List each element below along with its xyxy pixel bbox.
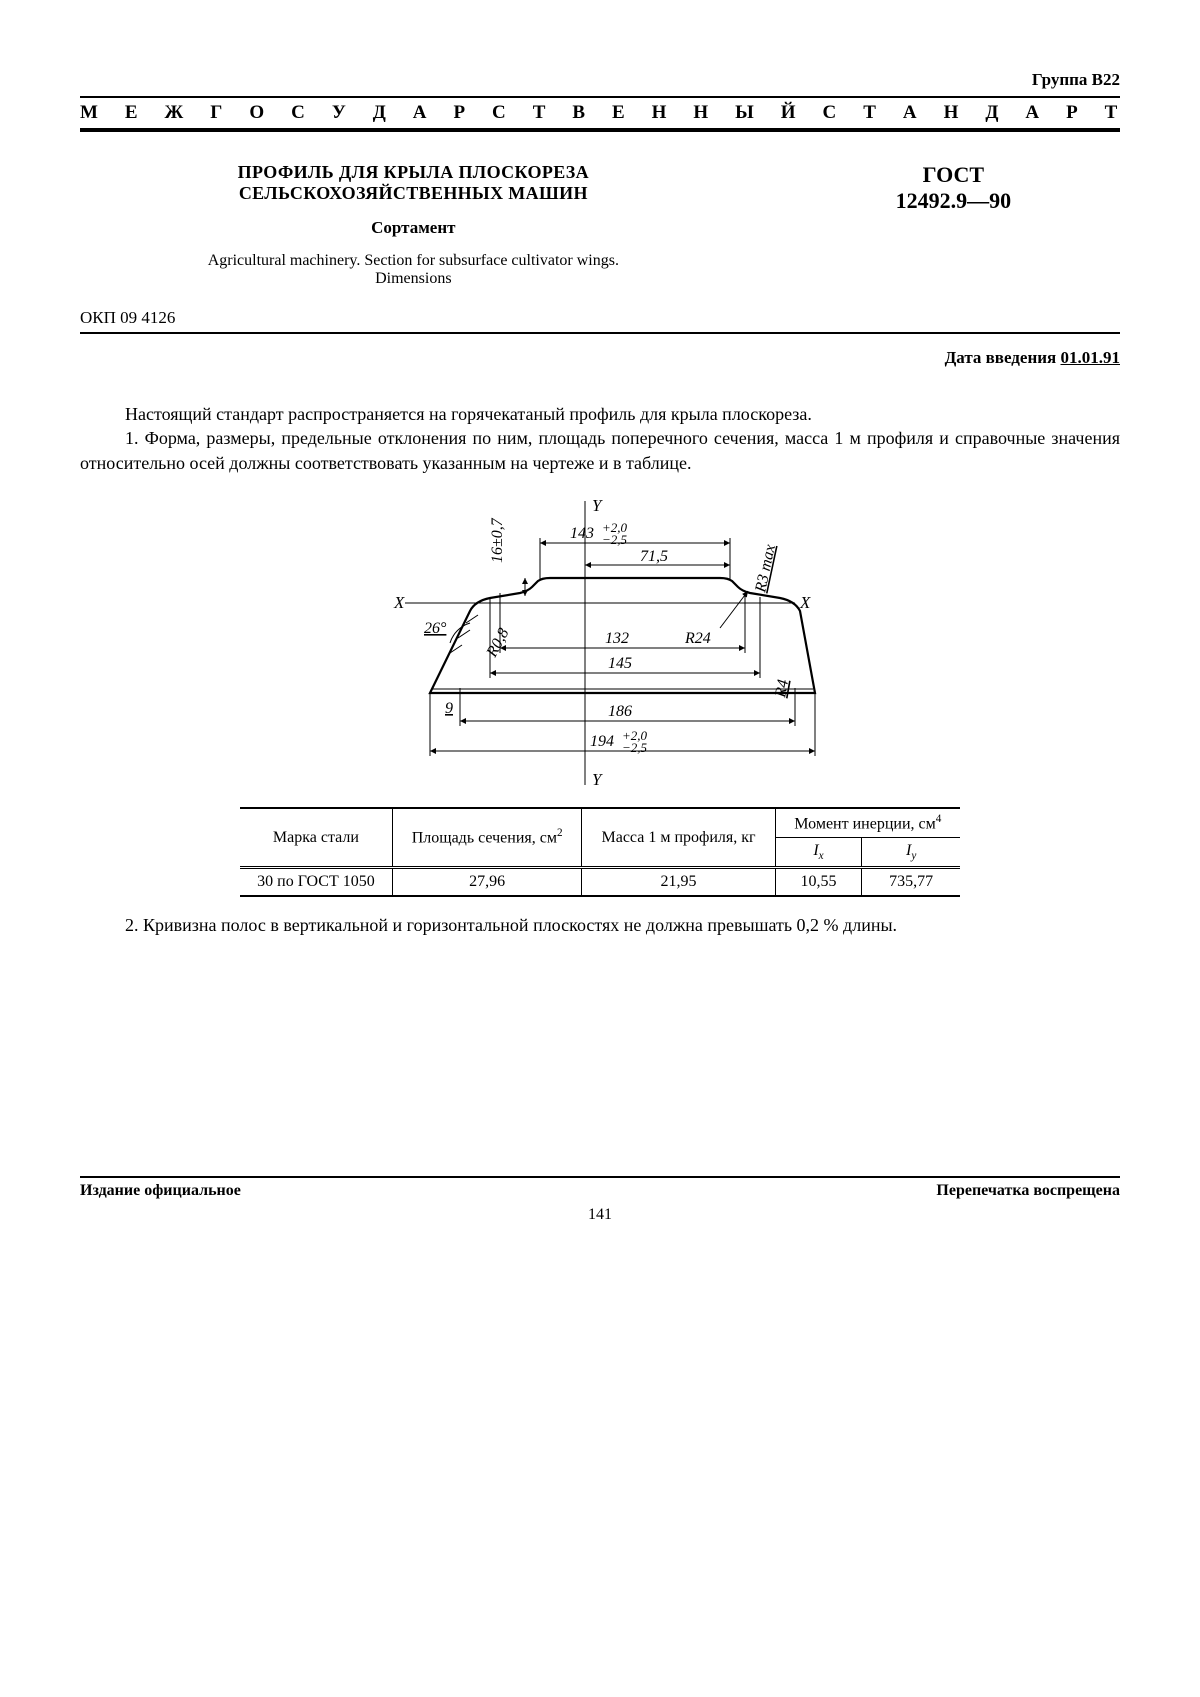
paragraph-1: 1. Форма, размеры, предельные отклонения… — [80, 426, 1120, 475]
intro-paragraph: Настоящий стандарт распространяется на г… — [80, 402, 1120, 426]
gost-number: 12492.9—90 — [787, 188, 1120, 214]
banner-heading: М Е Ж Г О С У Д А Р С Т В Е Н Н Ы Й С Т … — [80, 96, 1120, 132]
date-value: 01.01.91 — [1061, 348, 1121, 367]
dim-r3: R3 max — [752, 543, 779, 595]
axis-y-bot: Y — [592, 770, 603, 789]
diagram-container: Y Y X X 143 +2,0 −2,5 71,5 16±0,7 26° — [80, 493, 1120, 793]
footer-right: Перепечатка воспрещена — [936, 1182, 1120, 1200]
gost-label: ГОСТ — [787, 162, 1120, 188]
paragraph-2: 2. Кривизна полос в вертикальной и гориз… — [80, 915, 1120, 936]
th-iy: Iy — [862, 838, 960, 868]
title-ru-line1: ПРОФИЛЬ ДЛЯ КРЫЛА ПЛОСКОРЕЗА — [80, 162, 747, 183]
data-table: Марка стали Площадь сечения, см2 Масса 1… — [240, 807, 960, 898]
group-label: Группа В22 — [80, 70, 1120, 90]
footer-rule — [80, 1176, 1120, 1178]
profile-diagram: Y Y X X 143 +2,0 −2,5 71,5 16±0,7 26° — [350, 493, 850, 793]
gost-column: ГОСТ 12492.9—90 — [787, 162, 1120, 214]
date-row: Дата введения 01.01.91 — [80, 348, 1120, 368]
header-block: ПРОФИЛЬ ДЛЯ КРЫЛА ПЛОСКОРЕЗА СЕЛЬСКОХОЗЯ… — [80, 162, 1120, 288]
dim-angle: 26° — [424, 620, 447, 637]
dim-top-width: 143 — [570, 525, 594, 542]
dim-edge: 9 — [445, 700, 453, 717]
dim-186: 186 — [608, 703, 632, 720]
subtitle: Сортамент — [80, 218, 747, 238]
footer: Издание официальное Перепечатка воспреще… — [80, 1182, 1120, 1200]
th-moment: Момент инерции, см4 — [775, 808, 960, 838]
dim-r24: R24 — [684, 630, 711, 647]
footer-left: Издание официальное — [80, 1182, 241, 1200]
dim-half: 71,5 — [640, 548, 668, 565]
dim-top-tol-dn: −2,5 — [602, 532, 628, 547]
dim-r08: R0,8 — [483, 625, 512, 660]
dim-height: 16±0,7 — [489, 517, 506, 563]
dim-194-tol-dn: −2,5 — [622, 740, 648, 755]
th-steel: Марка стали — [240, 808, 392, 868]
page-number: 141 — [80, 1206, 1120, 1224]
dim-132: 132 — [605, 630, 629, 647]
th-mass: Масса 1 м профиля, кг — [582, 808, 775, 868]
th-ix: Ix — [775, 838, 862, 868]
title-en-line1: Agricultural machinery. Section for subs… — [80, 252, 747, 270]
cell-mass: 21,95 — [582, 868, 775, 897]
dim-r4: R4 — [772, 678, 792, 699]
okp-code: ОКП 09 4126 — [80, 308, 1120, 328]
table-row: 30 по ГОСТ 1050 27,96 21,95 10,55 735,77 — [240, 868, 960, 897]
axis-x-right: X — [799, 593, 811, 612]
cell-area: 27,96 — [392, 868, 582, 897]
title-ru-line2: СЕЛЬСКОХОЗЯЙСТВЕННЫХ МАШИН — [80, 183, 747, 204]
th-area: Площадь сечения, см2 — [392, 808, 582, 868]
divider — [80, 332, 1120, 334]
dim-194: 194 — [590, 733, 614, 750]
cell-steel: 30 по ГОСТ 1050 — [240, 868, 392, 897]
body-text: Настоящий стандарт распространяется на г… — [80, 402, 1120, 475]
axis-x-left: X — [393, 593, 405, 612]
date-label: Дата введения — [945, 348, 1061, 367]
cell-iy: 735,77 — [862, 868, 960, 897]
cell-ix: 10,55 — [775, 868, 862, 897]
title-column: ПРОФИЛЬ ДЛЯ КРЫЛА ПЛОСКОРЕЗА СЕЛЬСКОХОЗЯ… — [80, 162, 747, 288]
dim-145: 145 — [608, 655, 632, 672]
axis-y-top: Y — [592, 496, 603, 515]
paragraph-2-block: 2. Кривизна полос в вертикальной и гориз… — [80, 915, 1120, 936]
title-en-line2: Dimensions — [80, 270, 747, 288]
